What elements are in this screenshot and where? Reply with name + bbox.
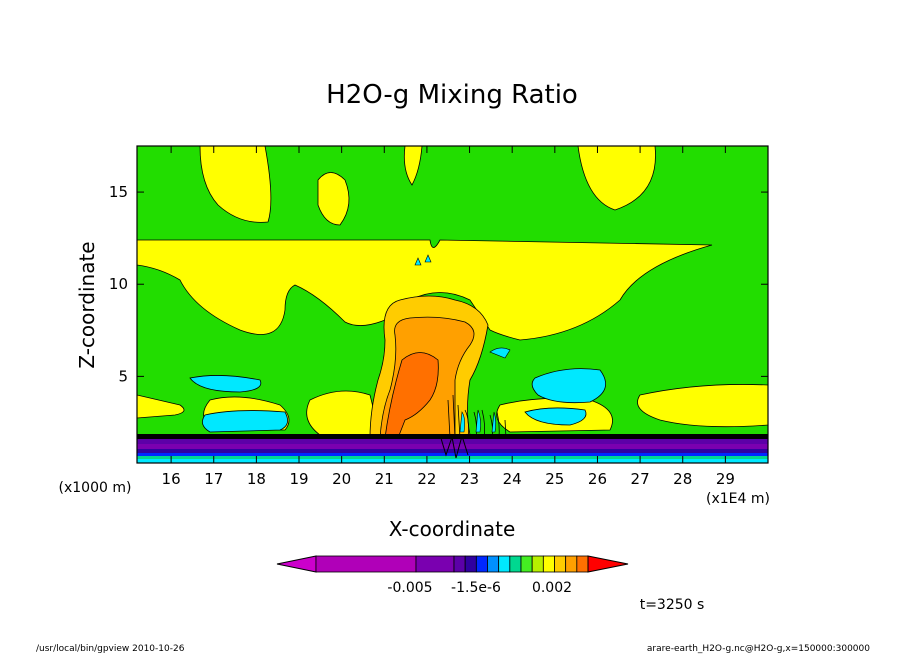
- colorbar-segment: [520, 555, 533, 573]
- colorbar-segment: [464, 555, 477, 573]
- x-axis-label: X-coordinate: [389, 517, 516, 541]
- center-region: [384, 352, 439, 439]
- y-tick-label: 5: [118, 367, 128, 385]
- y-axis: 5 10 15: [109, 183, 768, 385]
- surface-band: [137, 456, 768, 459]
- x-tick-label: 19: [289, 470, 308, 488]
- colorbar-segment: [315, 555, 417, 573]
- x-tick-label: 18: [247, 470, 266, 488]
- colorbar-segment: [415, 555, 455, 573]
- x-unit-right: (x1E4 m): [706, 491, 770, 507]
- x-tick-label: 28: [673, 470, 692, 488]
- x-tick-label: 25: [545, 470, 564, 488]
- x-tick-label: 16: [162, 470, 181, 488]
- colorbar-label: 0.002: [532, 580, 572, 596]
- x-axis: 16 17 18 19 20 21 22 23 24 25 26 27 28 29: [162, 146, 735, 488]
- x-tick-label: 21: [375, 470, 394, 488]
- dry-patch: [531, 368, 607, 404]
- dry-patch: [459, 409, 497, 433]
- colorbar-extend-high: [587, 555, 629, 573]
- colorbar-label: -1.5e-6: [451, 580, 501, 596]
- dry-patch: [489, 347, 511, 359]
- x-unit-left: (x1000 m): [59, 480, 132, 496]
- colorbar-segment: [453, 555, 466, 573]
- surface-band: [137, 459, 768, 463]
- y-tick-label: 15: [109, 183, 128, 201]
- footer-right: arare-earth_H2O-g.nc@H2O-g,x=150000:3000…: [647, 644, 870, 654]
- colorbar-segment: [475, 555, 488, 573]
- surface-band: [137, 453, 768, 456]
- upper-moist-blob: [317, 172, 350, 226]
- upper-moist-blob: [199, 146, 272, 223]
- x-tick-label: 24: [503, 470, 522, 488]
- x-tick-label: 22: [417, 470, 436, 488]
- upper-moist-blob: [577, 146, 656, 211]
- upper-moist-blob: [403, 146, 423, 186]
- x-tick-label: 29: [716, 470, 735, 488]
- plot-area: [137, 146, 768, 463]
- footer-left: /usr/local/bin/gpview 2010-10-26: [36, 644, 185, 654]
- dry-patch: [414, 254, 432, 266]
- surface-band: [137, 444, 768, 449]
- y-tick-label: 10: [109, 275, 128, 293]
- y-axis-label: Z-coordinate: [75, 241, 99, 368]
- colorbar-segment: [576, 555, 589, 573]
- surface-band: [137, 434, 768, 439]
- dry-patch: [189, 375, 262, 393]
- dry-patch: [524, 407, 587, 426]
- lower-moist-region: [137, 394, 185, 419]
- lower-moist-region: [306, 390, 381, 436]
- chart-title: H2O-g Mixing Ratio: [326, 80, 578, 110]
- plot-frame: [136, 145, 769, 464]
- colorbar-segment: [565, 555, 578, 573]
- colorbar-segment: [542, 555, 555, 573]
- x-tick-label: 23: [460, 470, 479, 488]
- time-label: t=3250 s: [640, 597, 705, 613]
- colorbar-extend-low: [276, 555, 317, 573]
- colorbar-segment: [509, 555, 522, 573]
- colorbar-label: -0.005: [387, 580, 432, 596]
- x-tick-label: 17: [204, 470, 223, 488]
- turbulence-contours: [439, 434, 469, 459]
- colorbar-segment: [531, 555, 544, 573]
- surface-band: [137, 449, 768, 453]
- colorbar-segment: [498, 555, 511, 573]
- colorbar-segment: [554, 555, 567, 573]
- lower-moist-region: [637, 384, 768, 428]
- x-tick-label: 27: [631, 470, 650, 488]
- x-tick-label: 20: [332, 470, 351, 488]
- x-tick-label: 26: [588, 470, 607, 488]
- colorbar-segment: [487, 555, 500, 573]
- colorbar-labels: -0.005 -1.5e-6 0.002: [387, 580, 572, 596]
- dry-patch: [202, 410, 288, 433]
- colorbar: [276, 555, 629, 573]
